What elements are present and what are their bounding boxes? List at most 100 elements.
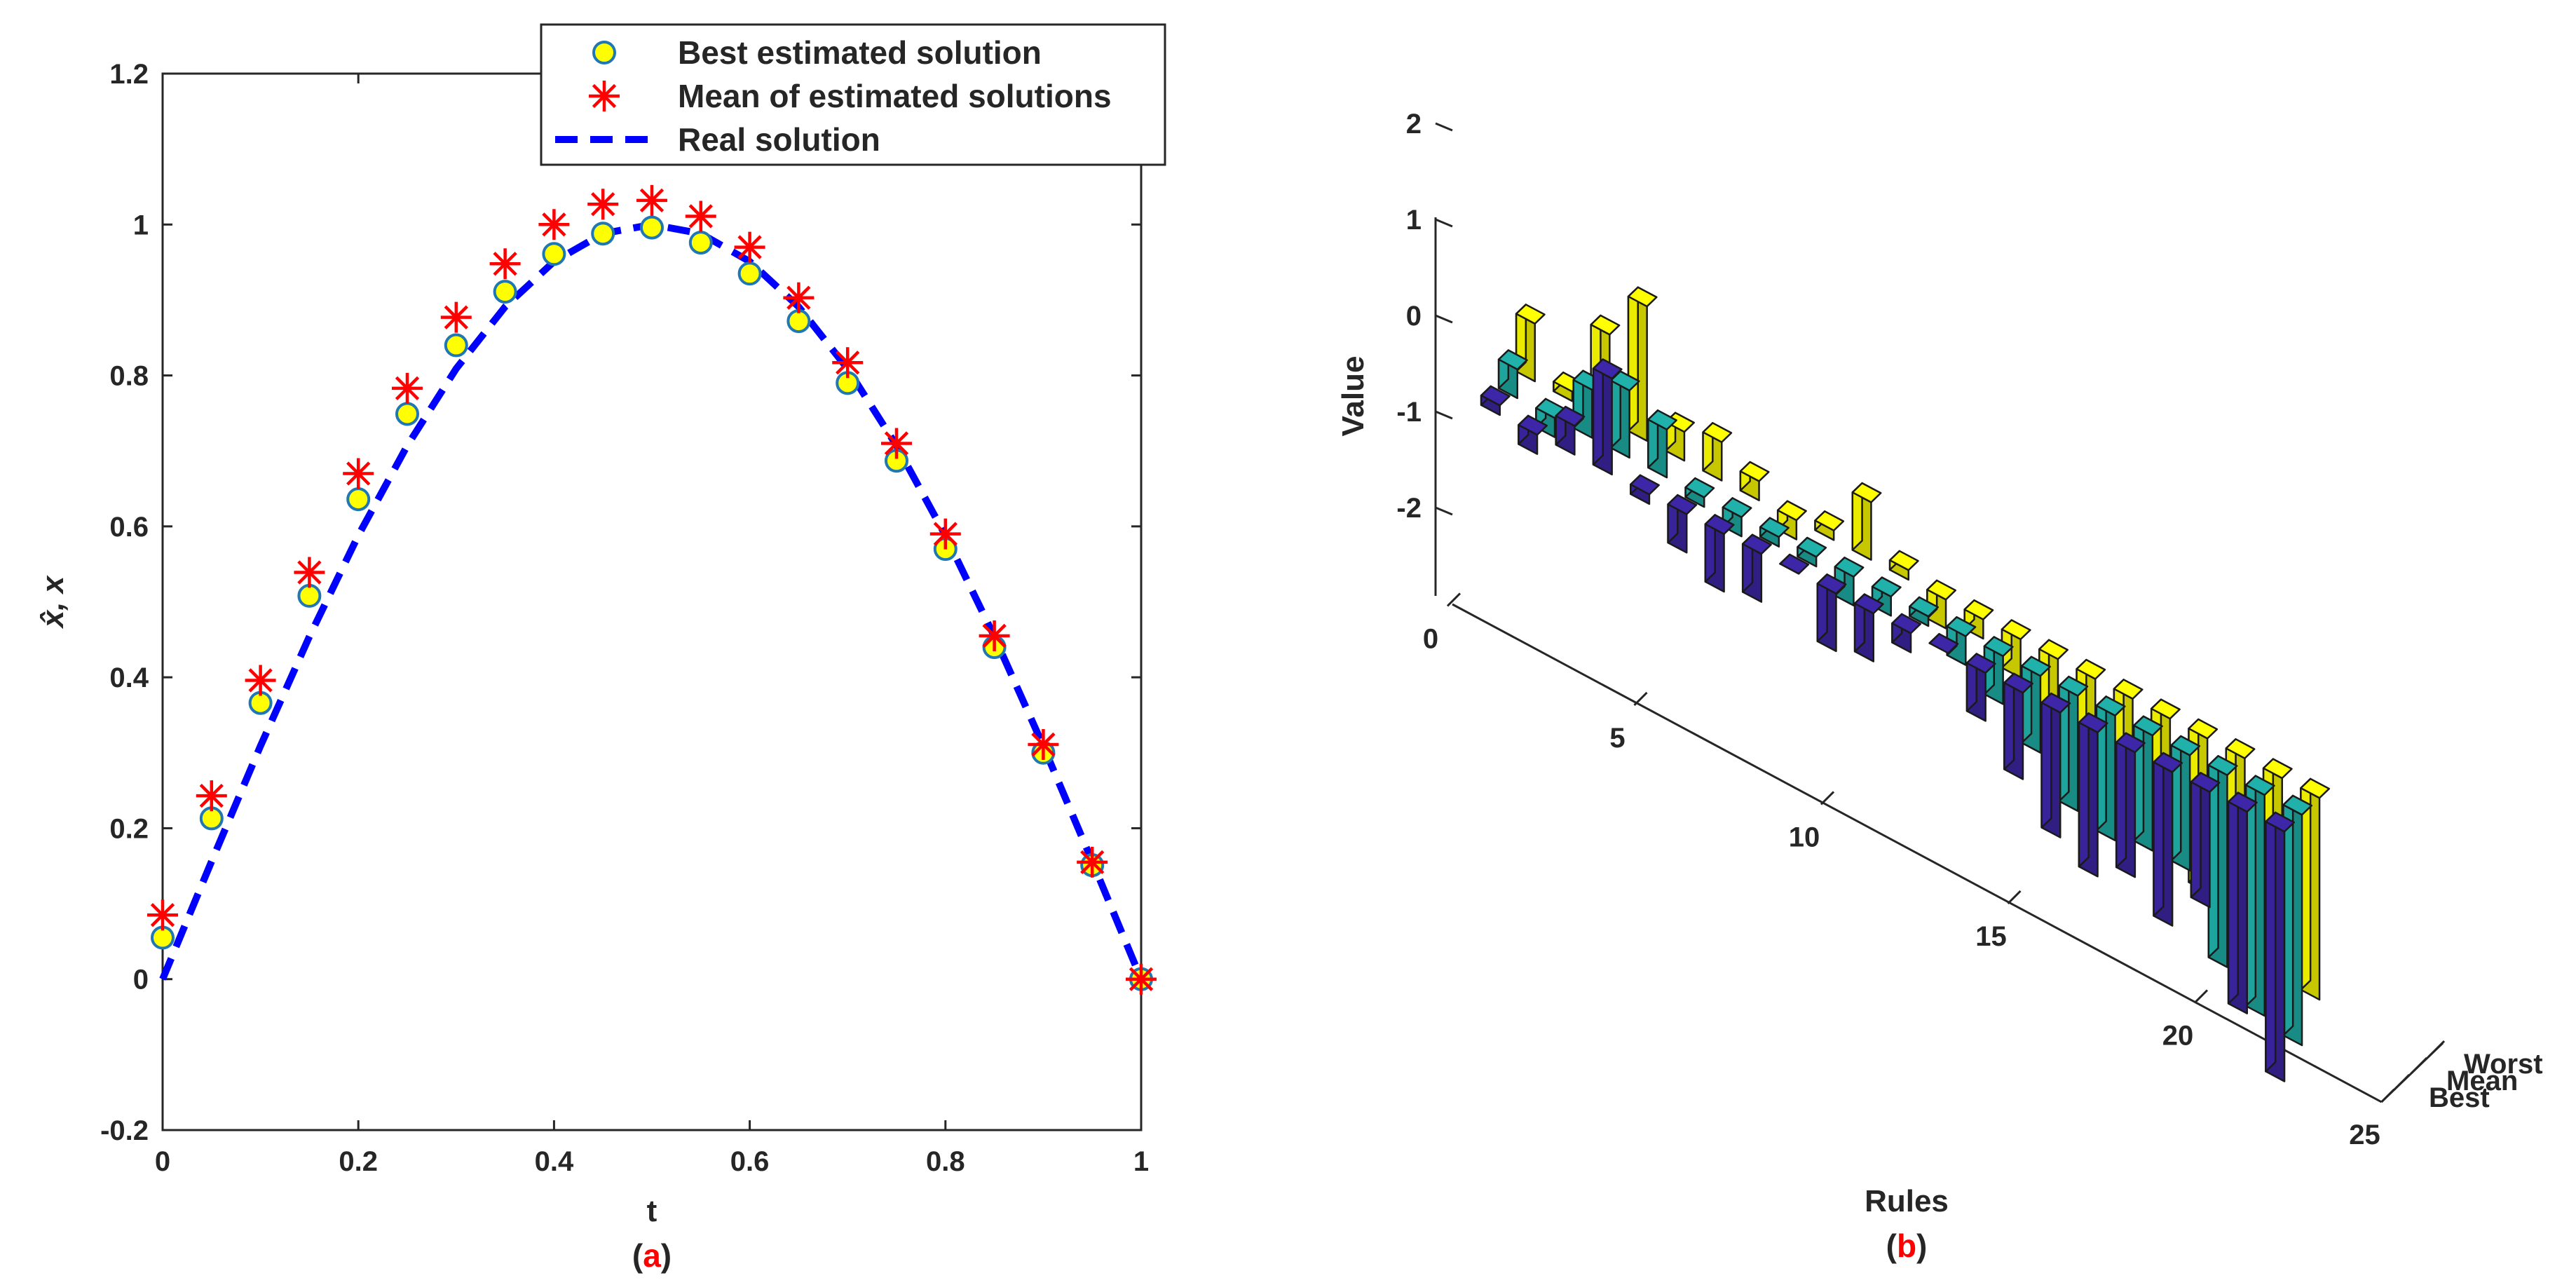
mean-solution-point — [881, 428, 912, 459]
value-tick-mark — [1435, 122, 1453, 132]
bar-top-worst — [2150, 698, 2181, 720]
panel-b-caption: (b) — [1886, 1228, 1928, 1264]
panel-a-x-axis-label: t — [647, 1194, 657, 1228]
bar-top-best — [1667, 494, 1698, 515]
y-tick-label: 0.6 — [109, 512, 149, 543]
bar-top-worst — [1739, 461, 1770, 482]
bar-top-mean — [1497, 349, 1528, 371]
bar-top-best — [1592, 358, 1623, 380]
bar-top-mean — [1946, 616, 1977, 637]
depth-tick-mark — [2410, 1057, 2428, 1075]
value-tick-mark — [1435, 314, 1453, 324]
bar-top-mean — [2132, 715, 2163, 737]
value-tick-mark — [1435, 218, 1453, 228]
value-tick-mark — [1435, 506, 1453, 516]
y-tick-label: 0 — [133, 965, 149, 995]
value-tick-label: -2 — [1396, 493, 1422, 524]
bar-top-mean — [1684, 477, 1715, 498]
rules-axis-line — [1452, 603, 2383, 1103]
bar-side-best — [2153, 752, 2165, 917]
bar-side-best — [2078, 712, 2090, 868]
bar-top-best — [1965, 653, 1996, 674]
panel-b-x-axis-label: Rules — [1865, 1184, 1949, 1218]
bar-top-worst — [2001, 619, 2031, 641]
mean-solution-point — [832, 347, 864, 379]
value-tick-label: 0 — [1406, 301, 1422, 332]
bar-top-mean — [1909, 596, 1940, 618]
bar-top-worst — [2113, 679, 2144, 700]
y-tick-label: 0.2 — [109, 813, 149, 844]
bar-top-best — [2265, 811, 2296, 833]
best-solution-point — [297, 583, 322, 608]
x-tick-label: 0.6 — [730, 1146, 770, 1177]
bar-top-best — [1928, 632, 1959, 654]
y-tick-label: 0.8 — [109, 361, 149, 392]
rules-tick-label: 5 — [1609, 723, 1625, 754]
legend-label: Real solution — [678, 121, 880, 158]
value-tick-label: 1 — [1406, 205, 1422, 236]
bar-top-worst — [2188, 718, 2219, 740]
value-tick-label: 2 — [1406, 109, 1422, 140]
bar-side-best — [2190, 772, 2202, 899]
caption-close-paren: ) — [661, 1237, 672, 1274]
panel-a-series — [147, 184, 1157, 995]
bar-top-worst — [1627, 286, 1658, 308]
best-solution-point — [346, 487, 371, 512]
bar-top-mean — [1759, 517, 1790, 538]
mean-solution-point — [929, 518, 961, 550]
depth-tick-mark — [2392, 1074, 2411, 1092]
best-solution-point — [640, 215, 664, 240]
mean-solution-point — [489, 248, 521, 280]
legend-label: Best estimated solution — [678, 34, 1042, 71]
x-tick-label: 0.2 — [339, 1146, 378, 1177]
bar-top-mean — [2282, 794, 2313, 816]
mean-solution-point — [538, 209, 570, 240]
bar-top-mean — [2058, 675, 2089, 697]
bar-top-worst — [1888, 550, 1919, 571]
bar-top-best — [1480, 385, 1511, 407]
bar-top-worst — [1926, 579, 1957, 601]
panel-a-caption: (a) — [632, 1237, 672, 1274]
bar-top-worst — [2038, 639, 2069, 660]
bar-top-mean — [1722, 497, 1752, 519]
rules-tick-label: 15 — [1975, 921, 2007, 952]
rules-tick-mark — [2193, 989, 2209, 1004]
mean-solution-point — [979, 620, 1010, 651]
caption-open-paren: ( — [632, 1237, 643, 1274]
rules-tick-mark — [2007, 890, 2022, 904]
x-tick-label: 0.4 — [535, 1146, 574, 1177]
bar-top-mean — [2095, 695, 2126, 717]
bar-side-best — [2040, 692, 2052, 829]
bar-top-worst — [2300, 777, 2331, 799]
bar-top-worst — [1851, 482, 1882, 503]
rules-tick-mark — [1446, 592, 1461, 607]
bar-top-mean — [1983, 636, 2014, 658]
panel-b-z-axis-label: Value — [1336, 356, 1370, 437]
bar-top-worst — [2262, 758, 2293, 780]
mean-solution-point — [1077, 846, 1108, 878]
bar-top-mean — [2244, 775, 2275, 796]
depth-tick-label: Best — [2429, 1082, 2490, 1113]
mean-solution-point — [1028, 728, 1059, 760]
legend-best-marker — [592, 41, 616, 64]
bar-top-worst — [2076, 658, 2106, 680]
panel-a-y-axis-label: x̂, x — [36, 575, 70, 629]
y-tick-label: 0.4 — [109, 662, 149, 693]
caption-letter-b: b — [1897, 1228, 1916, 1264]
rules-tick-label: 20 — [2162, 1020, 2194, 1051]
bar-top-best — [2040, 692, 2071, 714]
panel-a-legend: Best estimated solution Mean of estimated… — [540, 23, 1166, 166]
bar-top-mean — [2170, 735, 2201, 756]
mean-solution-point — [440, 301, 472, 333]
bar-top-worst — [1776, 500, 1807, 522]
value-tick-mark — [1435, 410, 1453, 420]
panel-a-chart: 0 0.2 0.4 0.6 0.8 1-0.200.20.40.60.811.2 Best… — [36, 23, 1166, 1274]
bar-top-mean — [1797, 536, 1827, 558]
legend-mean-marker — [589, 81, 620, 111]
bar-side-best — [2227, 791, 2240, 1005]
rules-tick-mark — [1820, 791, 1835, 805]
mean-solution-point — [685, 200, 716, 232]
bar-top-best — [2190, 772, 2221, 793]
